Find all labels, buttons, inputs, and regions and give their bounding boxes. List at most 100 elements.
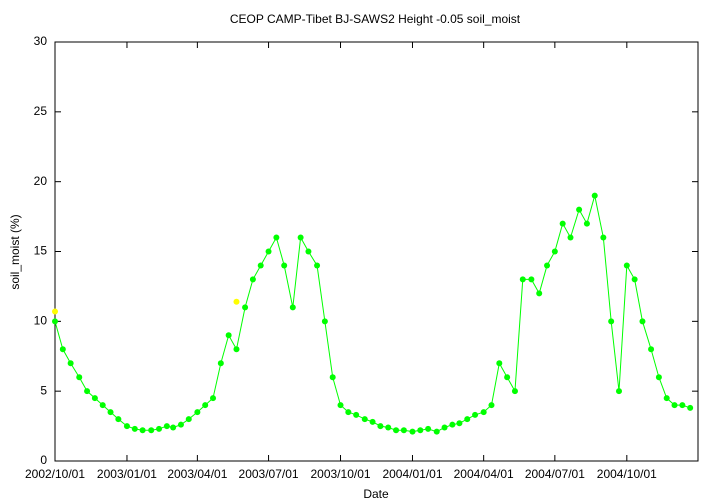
data-point — [289, 304, 296, 311]
series-line — [54, 195, 691, 433]
data-point — [329, 374, 336, 381]
data-point — [544, 262, 551, 269]
x-tick-label: 2003/07/01 — [239, 467, 299, 481]
plot-frame — [54, 41, 699, 462]
data-point — [393, 427, 400, 434]
data-point — [608, 318, 615, 325]
data-point — [615, 388, 622, 395]
data-point — [623, 262, 630, 269]
data-point — [163, 423, 170, 430]
data-point — [433, 428, 440, 435]
data-point — [496, 360, 503, 367]
data-point — [305, 248, 312, 255]
data-point — [400, 427, 407, 434]
data-point — [528, 276, 535, 283]
data-point — [671, 402, 678, 409]
data-point — [52, 308, 58, 315]
data-point — [456, 420, 463, 427]
x-tick-label: 2003/04/01 — [167, 467, 227, 481]
data-point — [648, 346, 655, 353]
x-tick-label: 2002/10/01 — [25, 467, 85, 481]
data-point — [297, 234, 304, 241]
data-point — [194, 409, 201, 416]
data-point — [472, 411, 479, 418]
data-point — [361, 416, 368, 423]
x-tick-label: 2003/10/01 — [310, 467, 370, 481]
data-point — [583, 220, 590, 227]
y-tick-label: 20 — [34, 174, 48, 188]
data-point — [639, 318, 646, 325]
data-point — [576, 206, 583, 213]
data-point — [202, 402, 209, 409]
data-point — [488, 402, 495, 409]
data-point — [377, 423, 384, 430]
data-point — [52, 318, 58, 325]
data-point — [139, 427, 146, 434]
data-point — [76, 374, 83, 381]
data-point — [170, 424, 177, 431]
data-point — [504, 374, 511, 381]
data-point — [559, 220, 566, 227]
data-point — [281, 262, 288, 269]
data-point — [156, 425, 163, 432]
data-point — [464, 416, 471, 423]
data-point — [242, 304, 249, 311]
data-point — [59, 346, 66, 353]
data-point — [591, 192, 598, 199]
data-point — [337, 402, 344, 409]
data-point — [385, 424, 392, 431]
data-point — [67, 360, 74, 367]
data-point — [107, 409, 114, 416]
data-point — [225, 332, 232, 339]
y-tick-label: 5 — [40, 383, 47, 397]
data-point — [536, 290, 543, 297]
data-point — [115, 416, 122, 423]
data-point — [217, 360, 224, 367]
data-point — [441, 424, 448, 431]
data-point — [321, 318, 328, 325]
data-point — [600, 234, 607, 241]
data-point — [480, 409, 487, 416]
data-point — [177, 421, 184, 428]
chart-title: CEOP CAMP-Tibet BJ-SAWS2 Height -0.05 so… — [230, 12, 521, 26]
data-point — [233, 346, 240, 353]
x-tick-label: 2004/07/01 — [525, 467, 585, 481]
data-point — [663, 395, 670, 402]
x-tick-label: 2004/01/01 — [382, 467, 442, 481]
y-tick-label: 30 — [34, 34, 48, 48]
data-point — [123, 423, 130, 430]
x-axis-label: Date — [363, 487, 389, 501]
y-tick-label: 10 — [34, 314, 48, 328]
data-point — [409, 428, 416, 435]
data-point — [345, 409, 352, 416]
data-point — [449, 421, 456, 428]
data-point — [233, 298, 240, 305]
data-point — [84, 388, 91, 395]
data-point — [631, 276, 638, 283]
data-point — [655, 374, 662, 381]
data-point — [265, 248, 272, 255]
data-point — [687, 404, 694, 411]
y-axis-label: soil_moist (%) — [8, 214, 22, 289]
data-point — [99, 402, 106, 409]
y-tick-label: 15 — [34, 244, 48, 258]
data-point — [519, 276, 526, 283]
data-point — [148, 427, 155, 434]
y-tick-label: 25 — [34, 104, 48, 118]
data-point — [353, 411, 360, 418]
y-tick-label: 0 — [40, 453, 47, 467]
data-point — [567, 234, 574, 241]
x-tick-label: 2004/10/01 — [597, 467, 657, 481]
data-point — [249, 276, 256, 283]
x-tick-label: 2003/01/01 — [97, 467, 157, 481]
data-point — [511, 388, 518, 395]
data-point — [314, 262, 321, 269]
data-point — [131, 425, 138, 432]
data-point — [679, 402, 686, 409]
data-point — [369, 418, 376, 425]
data-point — [257, 262, 264, 269]
data-point — [273, 234, 280, 241]
data-point — [425, 425, 432, 432]
data-point — [417, 427, 424, 434]
